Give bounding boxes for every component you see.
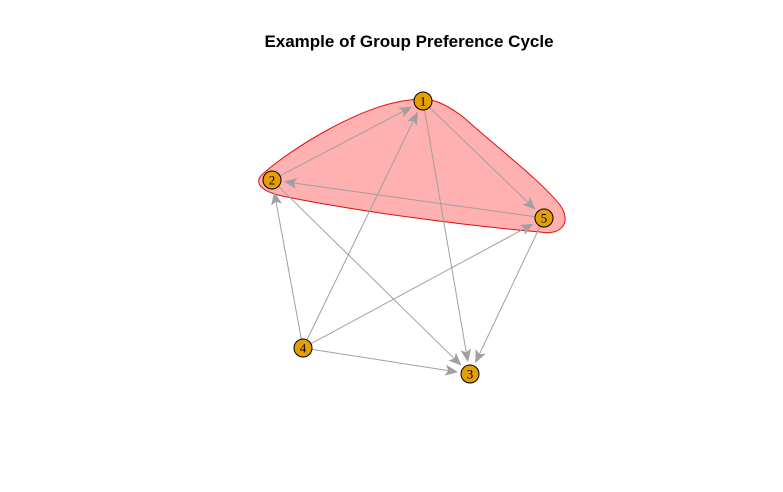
edge-4-to-1: [306, 111, 418, 341]
node-3: 3: [460, 364, 480, 384]
edge-line: [306, 119, 415, 341]
edge-4-to-3: [311, 348, 459, 376]
edge-line: [429, 106, 530, 204]
arrowhead: [407, 111, 418, 126]
node-circle: [293, 338, 313, 358]
arrowhead: [475, 349, 486, 364]
edge-2-to-3: [278, 185, 462, 366]
group-layer: [258, 98, 566, 234]
arrowhead: [283, 178, 298, 189]
edge-line: [292, 182, 536, 218]
node-layer: 1 2 3 4 5: [262, 91, 554, 384]
node-label: 2: [269, 173, 276, 188]
edge-line: [424, 109, 467, 354]
preference-cycle-group: [258, 98, 566, 234]
edge-line: [311, 348, 450, 372]
node-2: 2: [262, 170, 282, 190]
node-circle: [413, 91, 433, 111]
node-circle: [534, 208, 554, 228]
node-circle: [262, 170, 282, 190]
arrowhead: [444, 364, 459, 376]
edge-line: [279, 110, 405, 177]
edge-1-to-3: [424, 109, 472, 363]
arrowhead: [271, 191, 282, 206]
node-4: 4: [293, 338, 313, 358]
edge-5-to-2: [283, 178, 536, 218]
node-label: 1: [420, 94, 427, 109]
arrowhead: [460, 348, 472, 363]
node-label: 5: [541, 211, 548, 226]
diagram-title: Example of Group Preference Cycle: [264, 32, 553, 51]
arrowhead: [522, 196, 536, 210]
arrowhead: [519, 223, 534, 235]
node-label: 4: [300, 341, 307, 356]
node-5: 5: [534, 208, 554, 228]
edge-4-to-2: [271, 191, 302, 340]
arrowhead: [398, 106, 413, 118]
edge-line: [310, 227, 526, 345]
edge-line: [275, 200, 302, 340]
edge-layer: [271, 106, 541, 376]
edge-2-to-1: [279, 106, 413, 177]
edge-5-to-3: [475, 225, 541, 364]
node-label: 3: [467, 367, 474, 382]
edge-line: [478, 225, 541, 356]
edge-line: [278, 185, 456, 360]
edge-1-to-5: [429, 106, 536, 210]
edge-4-to-5: [310, 223, 534, 345]
arrowhead: [448, 352, 462, 366]
node-1: 1: [413, 91, 433, 111]
node-circle: [460, 364, 480, 384]
